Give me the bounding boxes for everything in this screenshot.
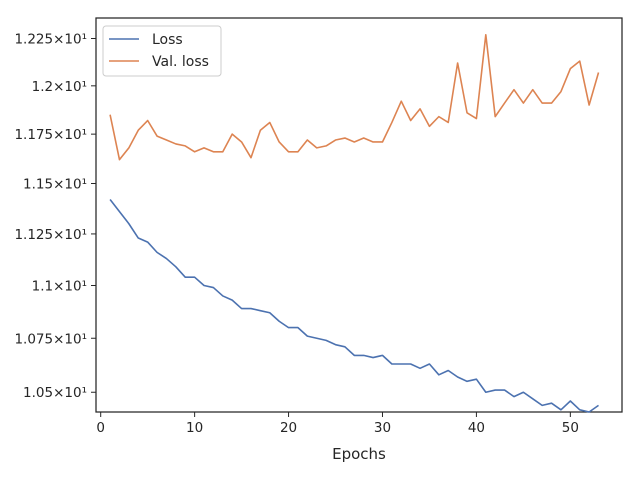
x-tick-label: 40 (468, 420, 485, 436)
plot-area (95, 17, 623, 413)
y-tick-label: 1.2×10¹ (32, 79, 87, 95)
series-line-loss (109, 199, 599, 413)
y-tick-label: 1.175×10¹ (14, 127, 87, 143)
y-tick-label: 1.225×10¹ (14, 32, 87, 48)
y-tick-label: 1.05×10¹ (23, 385, 87, 401)
y-tick-label: 1.15×10¹ (23, 176, 87, 192)
y-tick-label: 1.125×10¹ (14, 227, 87, 243)
y-tick-label: 1.075×10¹ (14, 331, 87, 347)
x-tick-label: 20 (280, 420, 297, 436)
legend-label-loss: Loss (152, 32, 183, 48)
y-axis-ticks: 1.05×10¹ 1.075×10¹ 1.1×10¹ 1.125×10¹ 1.15×10… (14, 32, 96, 401)
x-tick-label: 10 (186, 420, 203, 436)
legend: Loss Val. loss (102, 25, 222, 77)
x-tick-label: 0 (96, 420, 105, 436)
series-layer (109, 33, 600, 413)
x-axis-ticks: 0 10 20 30 40 50 (96, 412, 579, 436)
x-tick-label: 30 (374, 420, 391, 436)
x-axis-label: Epochs (332, 445, 386, 463)
y-tick-label: 1.1×10¹ (32, 278, 87, 294)
x-tick-label: 50 (562, 420, 579, 436)
legend-label-val-loss: Val. loss (152, 54, 209, 70)
series-line-val-loss (109, 33, 600, 161)
